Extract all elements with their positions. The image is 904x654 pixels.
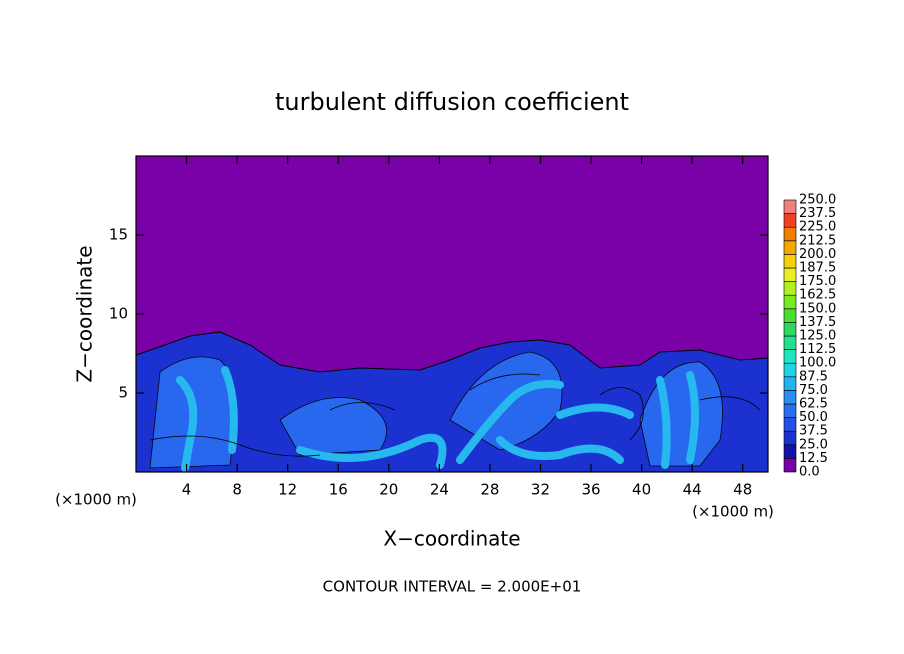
colorbar-label: 125.0: [799, 329, 836, 344]
colorbar-band: [783, 281, 797, 296]
x-tick-label: 48: [733, 481, 752, 499]
colorbar-label: 87.5: [799, 369, 828, 384]
colorbar-band: [783, 226, 797, 242]
x-tick-label: 20: [379, 481, 398, 499]
colorbar-label: 75.0: [799, 383, 828, 398]
field-streaks: [176, 366, 699, 472]
colorbar-band: [783, 240, 797, 255]
colorbar-band: [783, 335, 797, 350]
colorbar-band: [783, 376, 797, 391]
colorbar-band: [783, 390, 797, 405]
colorbar-band: [783, 362, 797, 378]
colorbar-label: 162.5: [799, 288, 836, 303]
colorbar-band: [783, 213, 797, 228]
colorbar-band: [783, 403, 797, 418]
colorbar-band: [783, 294, 797, 310]
y-tick-label: 10: [109, 305, 128, 323]
annotation: CONTOUR INTERVAL = 2.000E+01: [323, 578, 582, 596]
contour-lines: [149, 373, 761, 457]
colorbar-label: 25.0: [799, 437, 828, 452]
colorbar-label: 175.0: [799, 274, 836, 289]
colorbar-label: 0.0: [799, 465, 820, 480]
colorbar-label: 37.5: [799, 424, 828, 439]
colorbar-band: [783, 458, 797, 473]
colorbar-label: 212.5: [799, 233, 836, 248]
x-axis-label: X−coordinate: [383, 527, 520, 551]
y-tick-label: 5: [118, 384, 128, 402]
y-axis-label: Z−coordinate: [73, 245, 97, 382]
x-tick-label: 44: [683, 481, 702, 499]
field-region: [149, 351, 723, 469]
x-tick-label: 40: [632, 481, 651, 499]
colorbar-label: 100.0: [799, 356, 836, 371]
colorbar-label: 187.5: [799, 261, 836, 276]
colorbar-label: 62.5: [799, 397, 828, 412]
colorbar-band: [783, 322, 797, 337]
colorbar-label: 237.5: [799, 206, 836, 221]
contour-field: [135, 156, 769, 473]
colorbar-label: 225.0: [799, 220, 836, 235]
x-tick-label: 28: [480, 481, 499, 499]
colorbar-band: [783, 308, 797, 323]
colorbar-band: [783, 444, 797, 459]
colorbar-label: 50.0: [799, 410, 828, 425]
colorbar-band: [783, 199, 797, 214]
x-tick-label: 8: [232, 481, 242, 499]
x-tick-label: 32: [531, 481, 550, 499]
x-unit-label: (×1000 m): [692, 503, 774, 521]
x-tick-label: 4: [182, 481, 192, 499]
x-tick-label: 36: [581, 481, 600, 499]
colorbar-band: [783, 430, 797, 446]
colorbar-label: 137.5: [799, 315, 836, 330]
colorbar-label: 200.0: [799, 247, 836, 262]
x-tick-label: 16: [329, 481, 348, 499]
colorbar-label: 250.0: [799, 193, 836, 208]
colorbar-band: [783, 254, 797, 269]
colorbar-band: [783, 267, 797, 282]
y-tick-label: 15: [109, 226, 128, 244]
colorbar-band: [783, 417, 797, 432]
colorbar-label: 150.0: [799, 301, 836, 316]
x-tick-label: 12: [278, 481, 297, 499]
chart-title: turbulent diffusion coefficient: [275, 88, 629, 116]
x-tick-label: 24: [430, 481, 449, 499]
colorbar-band: [783, 349, 797, 364]
x-unit-label: (×1000 m): [55, 491, 137, 509]
colorbar-label: 12.5: [799, 451, 828, 466]
colorbar-label: 112.5: [799, 342, 836, 357]
